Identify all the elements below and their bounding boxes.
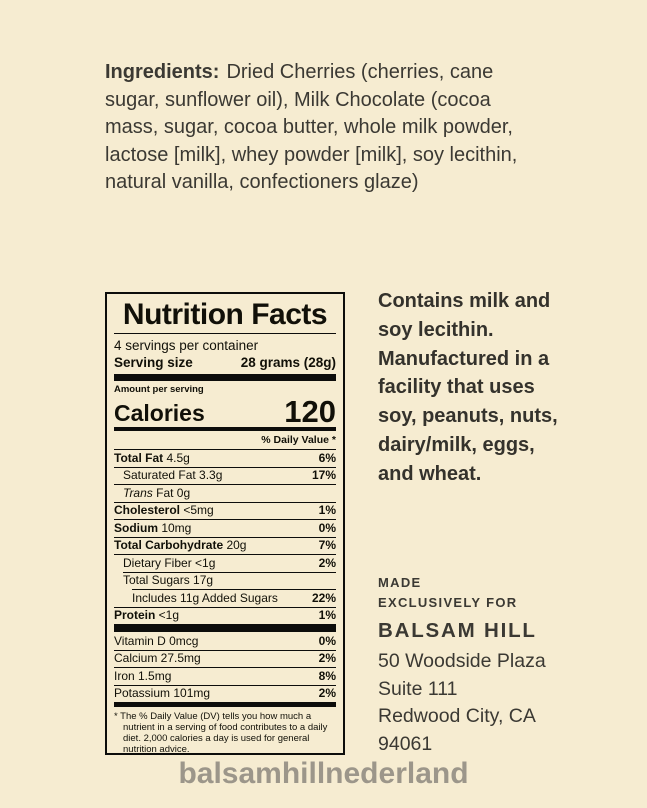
nutrient-name-amount: Dietary Fiber <1g bbox=[123, 555, 216, 570]
medium-divider-bar bbox=[114, 702, 336, 707]
nutrient-name-amount: Total Carbohydrate 20g bbox=[114, 538, 247, 552]
divider bbox=[114, 333, 336, 334]
daily-value-header: % Daily Value * bbox=[261, 434, 336, 446]
medium-divider-bar bbox=[114, 427, 336, 431]
nutrient-row: Vitamin D 0mcg 0% bbox=[114, 632, 336, 650]
nutrient-row: Protein <1g 1% bbox=[114, 606, 336, 625]
daily-value-footnote: * The % Daily Value (DV) tells you how m… bbox=[114, 711, 328, 755]
nutrient-name-amount: Iron 1.5mg bbox=[114, 668, 172, 683]
ingredients-text: Dried Cherries (cherries, cane sugar, su… bbox=[105, 61, 518, 194]
serving-size-row: Serving size 28 grams (28g) bbox=[114, 354, 336, 374]
nutrient-daily-value: 2% bbox=[318, 555, 336, 570]
nutrient-name-amount: Potassium 101mg bbox=[114, 686, 211, 700]
nutrient-row: Total Carbohydrate 20g 7% bbox=[114, 536, 336, 555]
nutrient-daily-value: 2% bbox=[318, 686, 336, 700]
nutrient-name-amount: Vitamin D 0mcg bbox=[114, 633, 199, 648]
nutrient-name-amount: Total Fat 4.5g bbox=[114, 450, 190, 465]
nutrient-name-amount: Trans Fat 0g bbox=[123, 485, 191, 500]
address-line: 50 Woodside Plaza bbox=[378, 650, 546, 672]
allergen-statement: Contains milk and soy lecithin. Manufact… bbox=[378, 290, 558, 485]
calories-value: 120 bbox=[284, 394, 336, 429]
thick-divider-bar bbox=[114, 624, 336, 632]
nutrient-rows: Total Fat 4.5g 6% Saturated Fat 3.3g 17% Tra… bbox=[114, 449, 336, 624]
address-line: Redwood City, CA bbox=[378, 705, 536, 728]
nutrient-daily-value: 8% bbox=[318, 668, 336, 683]
nutrient-row: Cholesterol <5mg 1% bbox=[114, 501, 336, 520]
nutrient-daily-value: 1% bbox=[318, 608, 336, 622]
manufacturer-block: MADE EXCLUSIVELY FOR BALSAM HILL 50 Wood… bbox=[378, 573, 546, 758]
nutrient-row: Saturated Fat 3.3g 17% bbox=[114, 466, 336, 485]
watermark-text: balsamhillnederland bbox=[178, 757, 469, 790]
ingredients-label: Ingredients: bbox=[105, 61, 220, 83]
nutrient-daily-value: 6% bbox=[318, 450, 336, 465]
nutrient-row: Dietary Fiber <1g 2% bbox=[114, 554, 336, 572]
nutrient-name-amount: Sodium 10mg bbox=[114, 520, 192, 535]
nutrient-daily-value: 0% bbox=[318, 633, 336, 648]
nutrient-name-amount: Calcium 27.5mg bbox=[114, 651, 201, 665]
nutrient-daily-value: 17% bbox=[311, 468, 336, 482]
nutrient-row: Includes 11g Added Sugars 22% bbox=[114, 589, 336, 607]
nutrient-daily-value: 1% bbox=[318, 503, 336, 517]
manufacturer-address: 50 Woodside Plaza Suite 111 Redwood City, … bbox=[378, 648, 546, 758]
nutrient-row: Iron 1.5mg 8% bbox=[114, 667, 336, 685]
nutrient-daily-value: 2% bbox=[318, 651, 336, 665]
ingredients-paragraph: Ingredients: Dried Cherries (cherries, ca… bbox=[105, 59, 543, 197]
calories-label: Calories bbox=[114, 400, 205, 426]
vitamin-rows: Vitamin D 0mcg 0% Calcium 27.5mg 2% Iron 1.5… bbox=[114, 632, 336, 702]
servings-per-container: 4 servings per container bbox=[114, 338, 259, 353]
thick-divider-bar bbox=[114, 374, 336, 381]
nutrient-name-amount: Protein <1g bbox=[114, 608, 180, 622]
nutrient-daily-value: 7% bbox=[318, 538, 336, 552]
nutrient-daily-value: 0% bbox=[318, 520, 336, 535]
amount-per-serving-label: Amount per serving bbox=[114, 384, 204, 395]
nutrient-daily-value: 22% bbox=[311, 590, 336, 605]
calories-row: Calories 120 bbox=[114, 394, 336, 429]
nutrient-name-amount: Includes 11g Added Sugars bbox=[132, 590, 278, 605]
address-line: Suite 111 bbox=[378, 677, 458, 700]
exclusively-for-line: EXCLUSIVELY FOR bbox=[378, 594, 518, 610]
nutrient-name-amount: Cholesterol <5mg bbox=[114, 503, 214, 517]
nutrient-row: Potassium 101mg 2% bbox=[114, 684, 336, 703]
made-line: MADE bbox=[378, 575, 422, 590]
serving-size-value: 28 grams (28g) bbox=[240, 355, 336, 370]
nutrient-row: Total Sugars 17g bbox=[114, 571, 336, 590]
nutrition-facts-panel: Nutrition Facts 4 servings per container… bbox=[105, 292, 345, 755]
nutrient-row: Trans Fat 0g bbox=[114, 484, 336, 502]
nutrition-facts-title: Nutrition Facts bbox=[122, 298, 328, 331]
serving-size-label: Serving size bbox=[114, 355, 193, 370]
nutrient-name-amount: Total Sugars 17g bbox=[123, 573, 214, 587]
nutrient-row: Sodium 10mg 0% bbox=[114, 519, 336, 537]
nutrient-name-amount: Saturated Fat 3.3g bbox=[123, 468, 223, 482]
brand-name: BALSAM HILL bbox=[378, 619, 537, 642]
address-line: 94061 bbox=[378, 732, 433, 755]
nutrient-row: Calcium 27.5mg 2% bbox=[114, 649, 336, 668]
nutrient-row: Total Fat 4.5g 6% bbox=[114, 449, 336, 467]
